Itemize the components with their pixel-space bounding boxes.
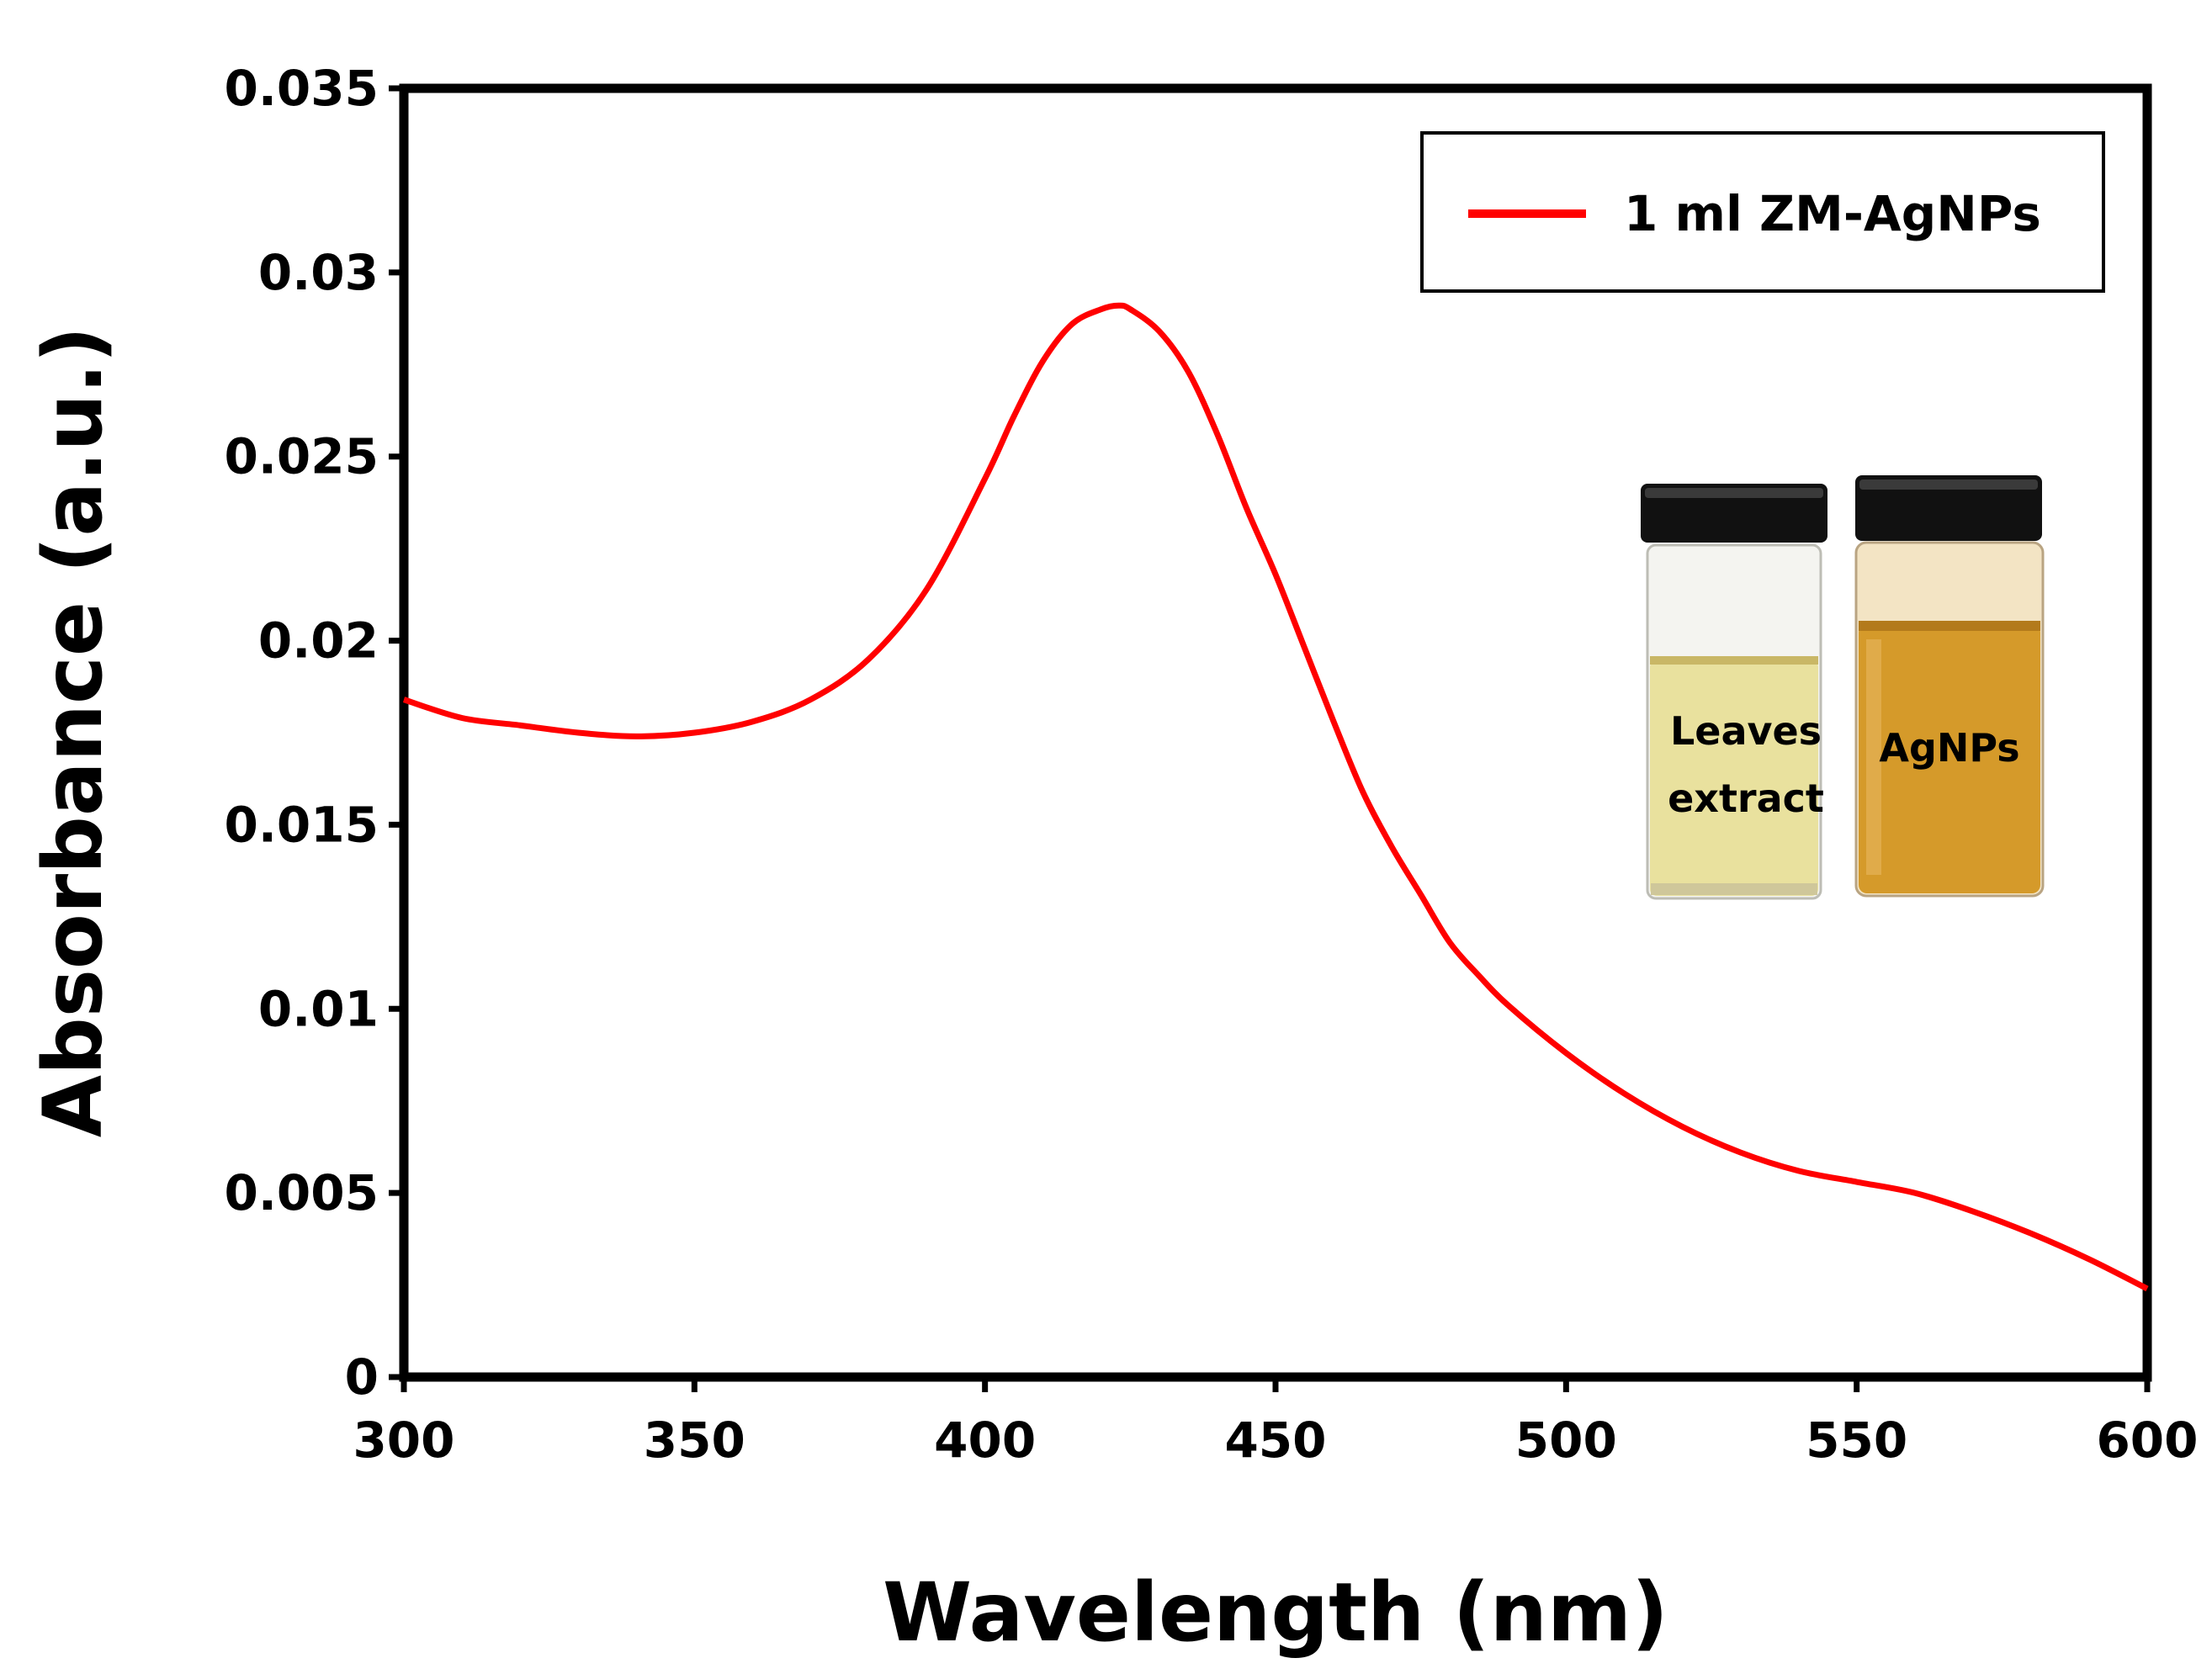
x-tick-label: 500 xyxy=(1515,1412,1617,1469)
x-tick-label: 600 xyxy=(2096,1412,2198,1469)
x-tick-label: 550 xyxy=(1806,1412,1907,1469)
y-tick-label: 0.03 xyxy=(258,244,379,301)
x-tick-label: 350 xyxy=(644,1412,745,1469)
y-tick-label: 0 xyxy=(345,1348,379,1406)
y-tick-label: 0.035 xyxy=(225,60,379,117)
y-tick-label: 0.025 xyxy=(225,428,379,485)
series-layer xyxy=(402,302,2149,1292)
x-tick-label: 400 xyxy=(934,1412,1036,1469)
vial-leaves-label-line1: Leaves xyxy=(1670,708,1822,754)
vial-agnps: AgNPs xyxy=(1854,475,2045,898)
vial-agnps-label: AgNPs xyxy=(1879,725,2019,771)
y-tick-label: 0.005 xyxy=(225,1164,379,1221)
x-axis: 300 350 400 450 500 550 600 xyxy=(353,1377,2199,1469)
y-tick-label: 0.015 xyxy=(225,796,379,853)
x-axis-title: Wavelength (nm) xyxy=(883,1565,1668,1660)
vials-inset: Leaves extract AgNPs xyxy=(1641,475,2045,900)
y-axis: 0 0.005 0.01 0.015 0.02 0.025 0.03 0.035 xyxy=(225,60,404,1406)
vial-leaves-extract: Leaves extract xyxy=(1641,484,1827,900)
vial-leaves-label-line2: extract xyxy=(1668,776,1824,821)
y-tick-label: 0.02 xyxy=(258,612,379,670)
series-line xyxy=(402,302,2149,1292)
x-tick-label: 300 xyxy=(353,1412,454,1469)
y-axis-title: Absorbance (a.u.) xyxy=(26,326,120,1138)
legend-label: 1 ml ZM-AgNPs xyxy=(1624,185,2041,242)
legend: 1 ml ZM-AgNPs xyxy=(1420,131,2105,293)
x-tick-label: 450 xyxy=(1224,1412,1326,1469)
y-tick-label: 0.01 xyxy=(258,980,379,1037)
